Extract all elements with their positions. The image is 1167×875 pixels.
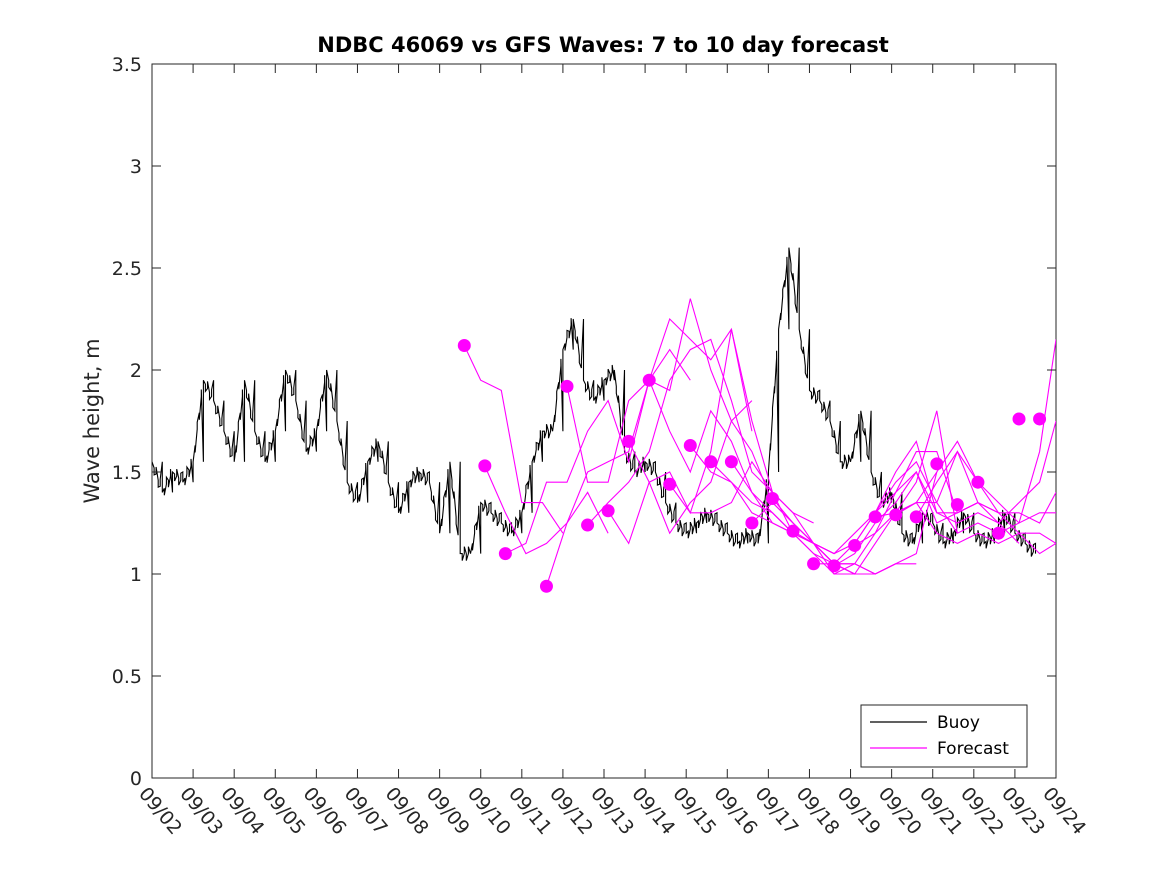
forecast-marker [889, 508, 903, 522]
legend-label: Forecast [937, 739, 1009, 759]
forecast-marker [991, 526, 1005, 540]
y-tick-label: 3 [130, 156, 142, 178]
legend-box [860, 704, 1028, 768]
forecast-marker [971, 475, 985, 489]
forecast-line [730, 410, 958, 575]
forecast-marker [848, 538, 862, 552]
legend-label: Buoy [937, 713, 980, 733]
data-layer [152, 247, 1056, 593]
y-tick-label: 1 [130, 564, 142, 586]
forecast-line [607, 329, 835, 555]
forecast-marker [478, 459, 492, 473]
y-tick-label: 1.5 [112, 462, 142, 484]
forecast-marker [581, 518, 595, 532]
forecast-line [710, 461, 938, 575]
forecast-marker [786, 524, 800, 538]
forecast-marker [807, 557, 821, 571]
forecast-marker [642, 373, 656, 387]
chart-title: NDBC 46069 vs GFS Waves: 7 to 10 day for… [317, 33, 888, 57]
forecast-line [463, 345, 564, 534]
forecast-line [833, 470, 1056, 567]
axes-box [151, 63, 1057, 779]
forecast-marker [827, 559, 841, 573]
y-axis-label: Wave height, m [80, 338, 104, 503]
forecast-marker [724, 455, 738, 469]
forecast-marker [765, 492, 779, 506]
forecast-marker [868, 510, 882, 524]
forecast-line [484, 465, 609, 555]
plot-area: 00.511.522.533.509/0209/0309/0409/0509/0… [112, 54, 1090, 839]
y-tick-label: 0 [130, 768, 142, 790]
forecast-marker [539, 579, 553, 593]
forecast-marker [1012, 412, 1026, 426]
forecast-marker [930, 457, 944, 471]
forecast-marker [950, 498, 964, 512]
forecast-marker [622, 434, 636, 448]
forecast-line [915, 420, 1056, 524]
forecast-line [875, 501, 1056, 555]
y-tick-label: 2.5 [112, 258, 142, 280]
forecast-marker [683, 438, 697, 452]
buoy-line [152, 247, 1037, 561]
forecast-marker [498, 547, 512, 561]
forecast-marker [704, 455, 718, 469]
forecast-marker [909, 510, 923, 524]
y-tick-label: 0.5 [112, 666, 142, 688]
forecast-marker [457, 339, 471, 353]
forecast-marker [1033, 412, 1047, 426]
y-tick-label: 2 [130, 360, 142, 382]
forecast-marker [601, 504, 615, 518]
y-tick-label: 3.5 [112, 54, 142, 76]
forecast-line [505, 348, 691, 555]
forecast-marker [560, 379, 574, 393]
forecast-line [566, 317, 753, 483]
forecast-marker [745, 516, 759, 530]
forecast-marker [663, 477, 677, 491]
forecast-line [792, 440, 1020, 555]
